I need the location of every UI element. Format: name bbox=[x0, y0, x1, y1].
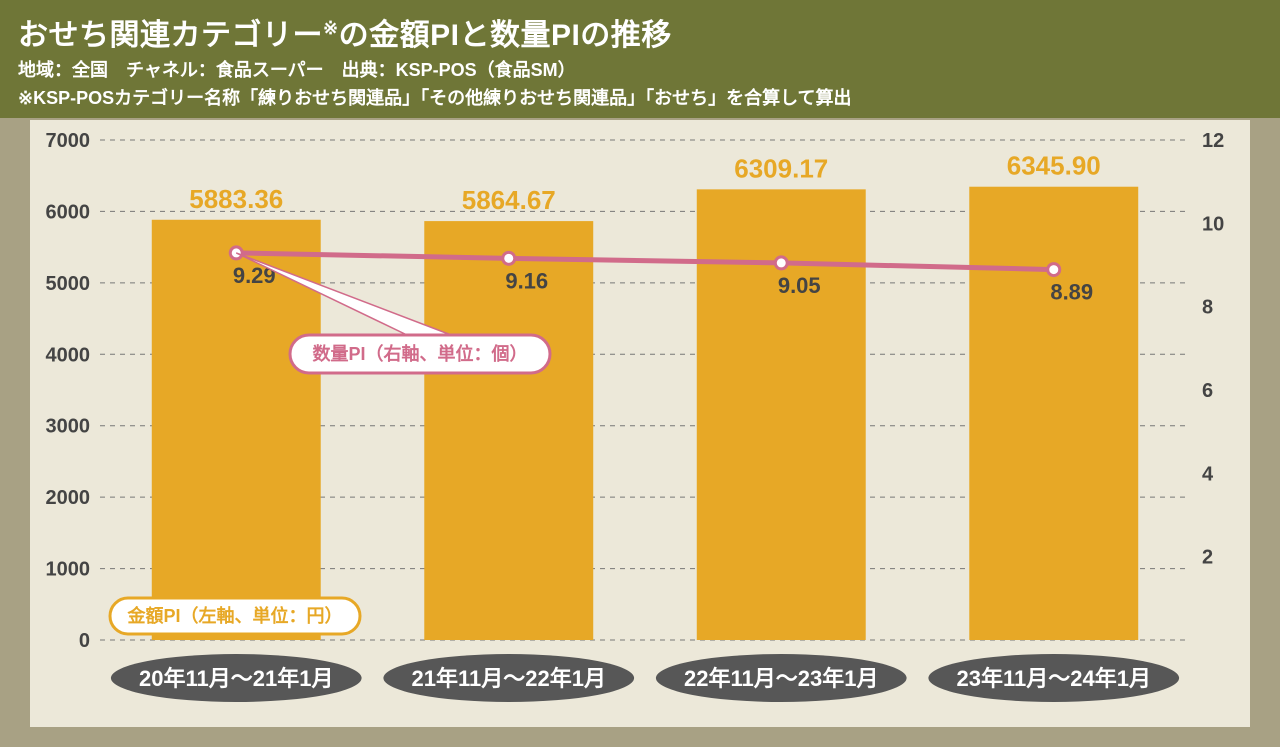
left-tick-label: 5000 bbox=[46, 273, 91, 295]
left-tick-label: 3000 bbox=[46, 416, 91, 438]
chart-subtitle: 地域：全国 チャネル：食品スーパー 出典：KSP-POS（食品SM） bbox=[18, 56, 1262, 82]
line-marker bbox=[503, 252, 515, 264]
chart-title: おせち関連カテゴリー※の金額PIと数量PIの推移 bbox=[18, 10, 1262, 54]
right-tick-label: 10 bbox=[1202, 213, 1224, 235]
chart-frame: おせち関連カテゴリー※の金額PIと数量PIの推移 地域：全国 チャネル：食品スー… bbox=[0, 0, 1280, 747]
left-tick-label: 2000 bbox=[46, 487, 91, 509]
chart-svg: 0 1000 2000 3000 4000 5000 6000 7000 2 4 6 8 10 12 588… bbox=[30, 120, 1250, 727]
category-label: 20年11月～21年1月 bbox=[139, 666, 333, 691]
right-tick-label: 12 bbox=[1202, 130, 1224, 152]
bar bbox=[969, 187, 1138, 640]
title-pre: おせち関連カテゴリー bbox=[18, 19, 323, 52]
title-sup: ※ bbox=[323, 18, 339, 38]
left-tick-label: 1000 bbox=[46, 559, 91, 581]
category-label: 22年11月～23年1月 bbox=[684, 666, 878, 691]
bar-value-label: 6309.17 bbox=[734, 153, 828, 183]
left-tick-label: 6000 bbox=[46, 201, 91, 223]
chart-note: ※KSP-POSカテゴリー名称「練りおせち関連品」「その他練りおせち関連品」「お… bbox=[18, 84, 1262, 110]
line-value-label: 9.16 bbox=[505, 268, 548, 293]
category-label: 23年11月～24年1月 bbox=[957, 666, 1151, 691]
plot-area: 0 1000 2000 3000 4000 5000 6000 7000 2 4 6 8 10 12 588… bbox=[30, 120, 1250, 727]
right-tick-label: 6 bbox=[1202, 380, 1213, 402]
line-marker bbox=[775, 257, 787, 269]
left-tick-label: 7000 bbox=[46, 130, 91, 152]
bar-value-label: 6345.90 bbox=[1007, 151, 1101, 181]
right-tick-label: 8 bbox=[1202, 297, 1213, 319]
title-post: の金額PIと数量PIの推移 bbox=[339, 19, 672, 52]
bar-value-label: 5883.36 bbox=[189, 184, 283, 214]
line-value-label: 8.89 bbox=[1050, 280, 1093, 305]
right-tick-label: 2 bbox=[1202, 547, 1213, 569]
left-tick-label: 4000 bbox=[46, 344, 91, 366]
bar-value-label: 5864.67 bbox=[462, 185, 556, 215]
chart-header: おせち関連カテゴリー※の金額PIと数量PIの推移 地域：全国 チャネル：食品スー… bbox=[0, 0, 1280, 118]
line-value-label: 9.05 bbox=[778, 273, 821, 298]
line-marker bbox=[1048, 264, 1060, 276]
category-label: 21年11月～22年1月 bbox=[412, 666, 606, 691]
right-tick-label: 4 bbox=[1202, 463, 1214, 485]
legend-line-text: 数量PI（右軸、単位：個） bbox=[312, 343, 527, 364]
line-series bbox=[236, 253, 1054, 270]
legend-bar-text: 金額PI（左軸、単位：円） bbox=[126, 605, 342, 626]
left-tick-label: 0 bbox=[79, 630, 90, 652]
